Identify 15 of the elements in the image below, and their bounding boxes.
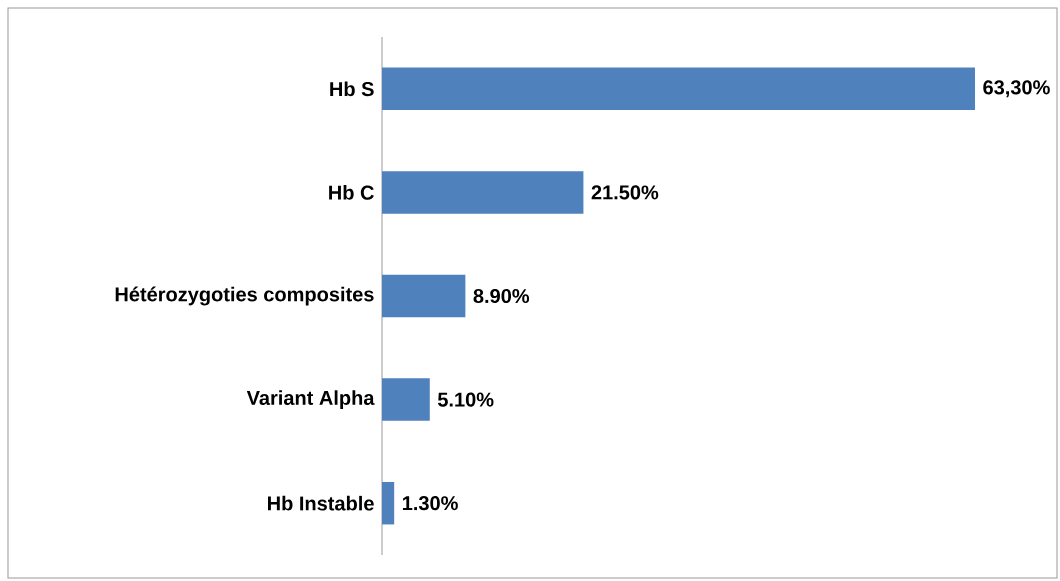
bar — [382, 274, 466, 318]
data-label: 5.10% — [437, 392, 494, 407]
y-tick-label: Variant Alpha — [246, 390, 375, 409]
bar — [382, 171, 584, 214]
y-tick-label: Hb C — [329, 185, 374, 200]
bar — [382, 378, 430, 421]
data-label: 1.30% — [402, 496, 458, 511]
data-label: 8.90% — [473, 288, 530, 304]
bar — [382, 481, 395, 525]
data-label: 21.50% — [591, 185, 659, 200]
data-label: 63,30% — [983, 80, 1050, 98]
y-tick-label: Hb Instable — [268, 495, 374, 511]
y-tick-label: Hétérozygoties composites — [115, 286, 374, 306]
bar — [382, 67, 976, 111]
y-tick-label: Hb S — [330, 81, 374, 97]
